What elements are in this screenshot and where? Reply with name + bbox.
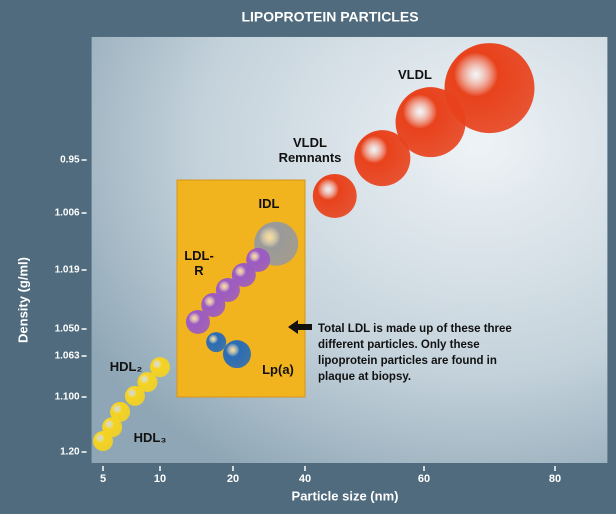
bubble	[395, 87, 466, 158]
series-label: Lp(a)	[262, 362, 294, 377]
bubble	[246, 247, 271, 272]
y-tick-label: 1.006	[55, 208, 80, 219]
bubble	[124, 385, 145, 406]
arrow	[288, 320, 312, 334]
series-label: HDL₃	[133, 430, 167, 445]
y-tick-label: 0.95	[60, 155, 80, 166]
bubble	[354, 130, 411, 187]
series-label: VLDL Remnants	[278, 135, 342, 165]
y-tick-label: 1.019	[55, 265, 80, 276]
bubble	[312, 173, 357, 218]
bubble	[93, 431, 113, 451]
series-label: HDL₂	[109, 359, 143, 374]
y-tick-label: 1.063	[55, 351, 80, 362]
bubble	[201, 293, 226, 318]
bubble	[137, 372, 158, 393]
bubble	[222, 340, 251, 369]
x-axis-title: Particle size (nm)	[292, 488, 399, 503]
y-tick-label: 1.20	[60, 447, 80, 458]
bubble	[215, 277, 240, 302]
bubble	[185, 309, 210, 334]
y-tick-label: 1.050	[55, 324, 80, 335]
series-label: LDL-R	[184, 248, 214, 278]
x-tick-label: 40	[299, 473, 311, 485]
x-tick-label: 80	[549, 473, 561, 485]
series-label: IDL	[258, 196, 280, 211]
x-tick-label: 60	[418, 473, 430, 485]
x-tick-label: 5	[100, 473, 106, 485]
bubble	[444, 43, 535, 134]
y-axis-title: Density (g/ml)	[15, 257, 30, 343]
bubble	[231, 262, 256, 287]
bubble	[110, 401, 131, 422]
y-tick-label: 1.100	[55, 392, 80, 403]
bubble	[150, 357, 170, 378]
annotation: Total LDL is made up of these three diff…	[318, 323, 512, 383]
chart-title: LIPOPROTEIN PARTICLES	[241, 9, 418, 25]
x-tick-label: 20	[227, 473, 239, 485]
series-label: VLDL	[398, 67, 432, 82]
x-tick-label: 10	[154, 473, 166, 485]
bubble	[206, 332, 227, 353]
